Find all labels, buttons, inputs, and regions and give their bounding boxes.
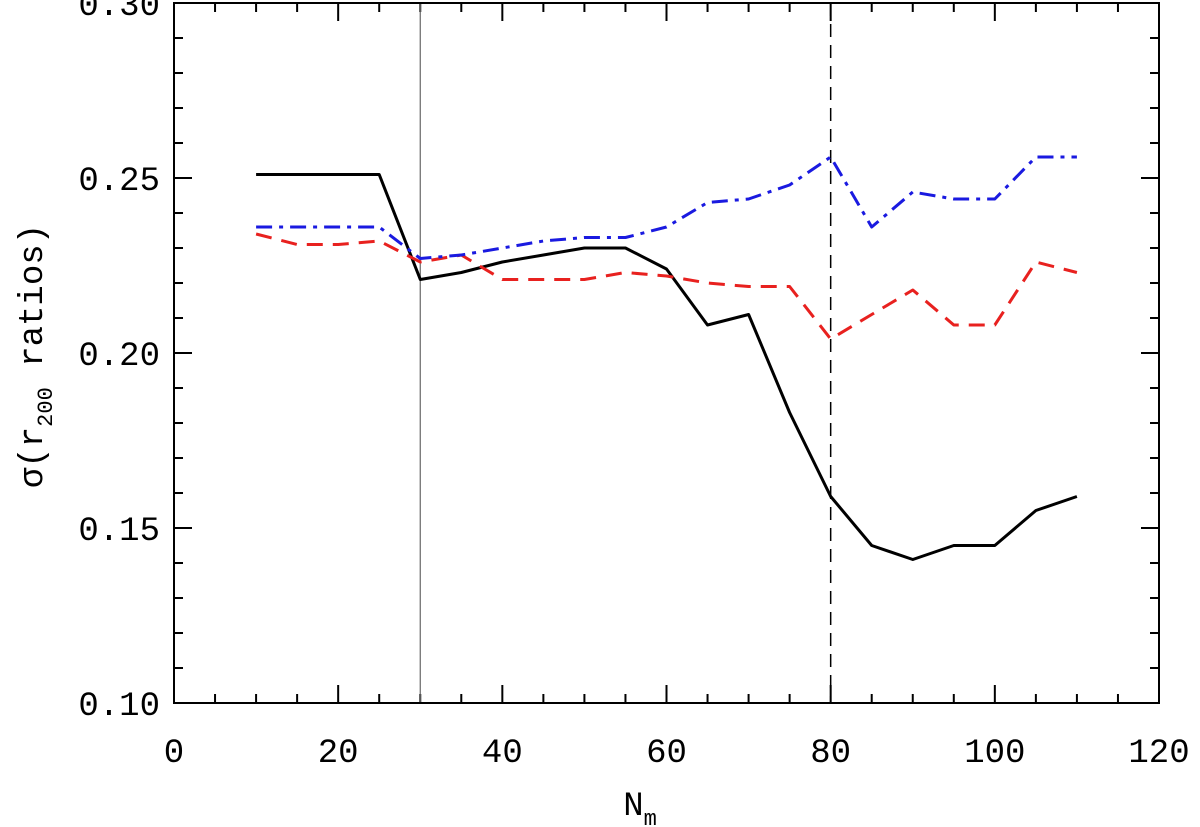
axis-ticks [173, 2, 1160, 704]
series-line-dashdot [256, 155, 1077, 260]
y-axis-title: σ(r200 ratios) [15, 224, 59, 488]
y-tick-label: 0.10 [78, 688, 160, 726]
x-tick-label: 40 [482, 735, 523, 773]
x-axis-title-main: N [623, 788, 643, 826]
y-tick-label: 0.15 [78, 513, 160, 551]
y-tick-label: 0.30 [78, 0, 160, 26]
reference-lines [419, 3, 832, 703]
series-line-solid [256, 173, 1078, 561]
x-tick-label: 80 [810, 735, 851, 773]
x-tick-label: 60 [646, 735, 687, 773]
y-tick-labels: 0.10 0.15 0.20 0.25 0.30 [78, 0, 160, 726]
plot-frame [173, 2, 1160, 704]
y-tick-label: 0.25 [78, 163, 160, 201]
x-tick-label: 120 [1128, 735, 1189, 773]
x-tick-label: 20 [318, 735, 359, 773]
data-series [255, 155, 1078, 561]
x-tick-label: 0 [164, 735, 184, 773]
x-axis-title: Nm [623, 788, 657, 827]
x-axis-title-subscript: m [644, 807, 657, 827]
x-tick-label: 100 [964, 735, 1025, 773]
y-axis-title-prefix: σ(r [15, 427, 53, 488]
series-line-dashed [255, 232, 1078, 341]
y-tick-label: 0.20 [78, 338, 160, 376]
x-tick-labels: 0 20 40 60 80 100 120 [164, 735, 1190, 773]
y-axis-title-subscript: 200 [34, 387, 59, 427]
y-axis-title-suffix: ratios) [15, 224, 53, 387]
